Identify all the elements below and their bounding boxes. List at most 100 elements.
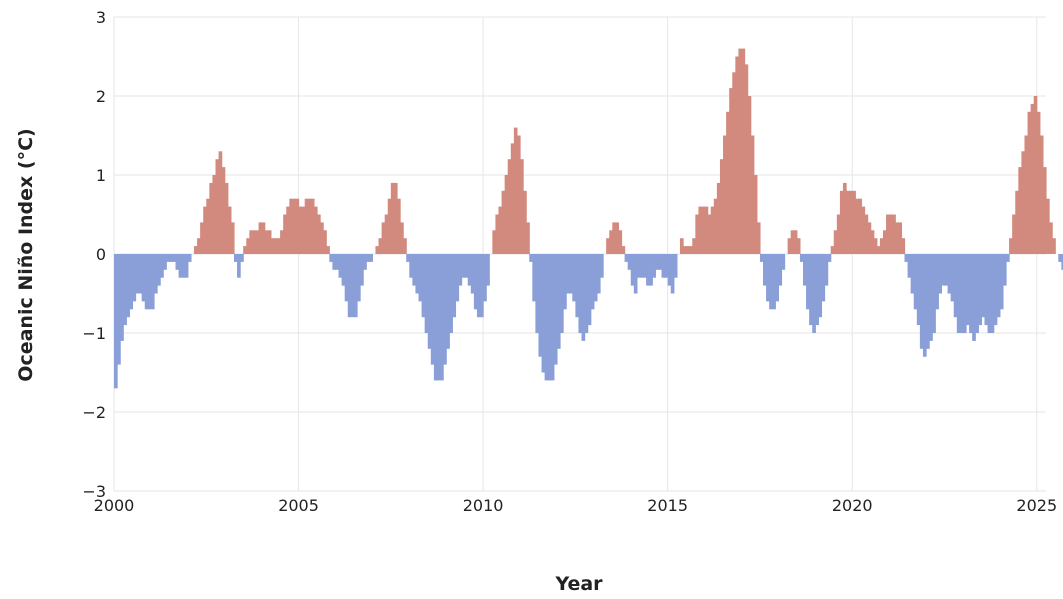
positive-bar xyxy=(243,246,247,254)
negative-bar xyxy=(353,254,358,318)
negative-bar xyxy=(160,254,164,278)
positive-bar xyxy=(612,222,616,254)
positive-bar xyxy=(1009,238,1013,254)
x-tick-label: 2000 xyxy=(94,496,135,515)
positive-bar xyxy=(719,159,724,254)
negative-bar xyxy=(572,254,576,302)
positive-bar xyxy=(895,222,899,254)
negative-bar xyxy=(144,254,149,310)
negative-bar xyxy=(759,254,764,262)
negative-bar xyxy=(962,254,967,333)
negative-bar xyxy=(919,254,924,349)
positive-bar xyxy=(289,198,294,254)
negative-bar xyxy=(673,254,678,278)
positive-bar xyxy=(1030,103,1035,255)
negative-bar xyxy=(341,254,346,286)
positive-bar xyxy=(1042,167,1047,254)
positive-bar xyxy=(375,246,380,254)
positive-bar xyxy=(326,246,330,254)
x-tick-label: 2015 xyxy=(647,496,688,515)
positive-bar xyxy=(320,222,324,254)
positive-bar xyxy=(246,238,250,254)
negative-bar xyxy=(818,254,823,318)
negative-bar xyxy=(129,254,134,310)
positive-bar xyxy=(261,222,266,254)
positive-bar xyxy=(750,135,755,254)
negative-bar xyxy=(778,254,783,286)
negative-bar xyxy=(667,254,672,286)
negative-bar xyxy=(932,254,936,333)
negative-bar xyxy=(332,254,337,270)
negative-bar xyxy=(532,254,536,302)
positive-bar xyxy=(713,198,718,254)
positive-bar xyxy=(790,230,795,254)
negative-bar xyxy=(172,254,177,262)
positive-bar xyxy=(901,238,906,254)
negative-bar xyxy=(541,254,546,373)
negative-bar xyxy=(803,254,807,286)
positive-bar xyxy=(221,167,226,254)
positive-bar xyxy=(193,246,198,254)
negative-bar xyxy=(661,254,666,278)
negative-bar xyxy=(455,254,460,302)
positive-bar xyxy=(1021,151,1026,254)
positive-bar xyxy=(686,246,690,254)
negative-bar xyxy=(763,254,767,286)
negative-bar xyxy=(157,254,161,286)
negative-bar xyxy=(237,254,241,278)
positive-bar xyxy=(889,214,893,254)
positive-bar xyxy=(295,198,300,254)
negative-bar xyxy=(636,254,641,278)
y-axis-label: Oceanic Niño Index (°C) xyxy=(15,128,37,381)
negative-bar xyxy=(470,254,475,294)
negative-bar xyxy=(421,254,426,318)
positive-bar xyxy=(1015,190,1019,254)
positive-bar xyxy=(886,214,890,254)
positive-bar xyxy=(252,230,257,254)
positive-bar xyxy=(218,151,223,254)
negative-bar xyxy=(544,254,549,381)
negative-bar xyxy=(809,254,813,326)
y-tick-label: 1 xyxy=(96,166,106,185)
negative-bar xyxy=(827,254,832,262)
positive-bar xyxy=(833,230,838,254)
x-tick-label: 2020 xyxy=(832,496,873,515)
positive-bar xyxy=(793,230,798,254)
negative-bar xyxy=(910,254,915,294)
negative-bar xyxy=(329,254,333,262)
negative-bar xyxy=(366,254,370,262)
negative-bar xyxy=(643,254,647,278)
positive-bar xyxy=(224,182,229,254)
negative-bar xyxy=(959,254,964,333)
y-tick-label: 0 xyxy=(96,245,106,264)
positive-bar xyxy=(836,214,841,254)
negative-bar xyxy=(916,254,921,326)
negative-bar xyxy=(335,254,340,270)
negative-bar xyxy=(569,254,573,294)
positive-bar xyxy=(729,88,733,254)
negative-bar xyxy=(233,254,238,262)
negative-bar xyxy=(935,254,939,310)
positive-bar xyxy=(526,222,530,254)
positive-bar xyxy=(301,206,306,254)
negative-bar xyxy=(652,254,656,278)
negative-bar xyxy=(452,254,457,318)
negative-bar xyxy=(584,254,589,333)
negative-bar xyxy=(646,254,650,286)
negative-bar xyxy=(443,254,447,365)
negative-bar xyxy=(123,254,127,326)
positive-bar xyxy=(384,214,389,254)
positive-bar xyxy=(882,230,887,254)
negative-bar xyxy=(363,254,367,270)
negative-bar xyxy=(344,254,349,302)
negative-bar xyxy=(486,254,490,286)
positive-bar xyxy=(513,127,518,254)
y-tick-label: 2 xyxy=(96,87,106,106)
negative-bar xyxy=(169,254,174,262)
negative-bar xyxy=(941,254,946,286)
positive-bar xyxy=(381,222,386,254)
positive-bar xyxy=(1018,167,1022,254)
negative-bar xyxy=(1061,254,1063,270)
negative-bar xyxy=(464,254,469,278)
y-tick-label: −3 xyxy=(82,482,106,501)
